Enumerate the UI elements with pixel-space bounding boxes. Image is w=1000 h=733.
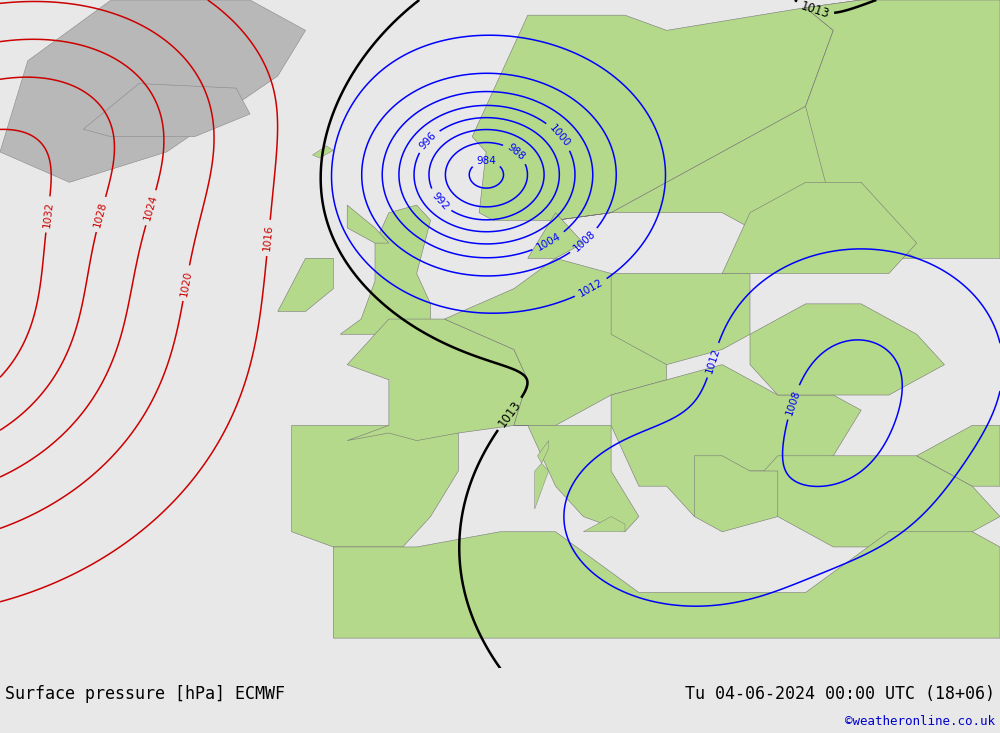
Text: 984: 984 (476, 156, 496, 166)
Polygon shape (444, 258, 667, 425)
Text: 1013: 1013 (798, 0, 831, 21)
Polygon shape (611, 364, 861, 517)
Polygon shape (278, 258, 333, 312)
Polygon shape (292, 425, 458, 547)
Text: 1020: 1020 (179, 269, 193, 297)
Text: 1004: 1004 (535, 231, 563, 253)
Polygon shape (347, 205, 389, 243)
Polygon shape (528, 213, 583, 258)
Text: 1012: 1012 (704, 346, 722, 375)
Polygon shape (340, 205, 431, 334)
Polygon shape (917, 425, 1000, 486)
Polygon shape (750, 456, 1000, 547)
Text: Tu 04-06-2024 00:00 UTC (18+06): Tu 04-06-2024 00:00 UTC (18+06) (685, 685, 995, 703)
Polygon shape (722, 183, 917, 273)
Text: 1013: 1013 (496, 398, 524, 430)
Polygon shape (472, 7, 833, 221)
Polygon shape (538, 441, 549, 463)
Polygon shape (347, 319, 528, 441)
Polygon shape (583, 517, 625, 531)
Polygon shape (806, 0, 1000, 258)
Polygon shape (611, 273, 750, 364)
Polygon shape (312, 146, 333, 158)
Polygon shape (0, 0, 306, 183)
Polygon shape (535, 463, 549, 509)
Text: 1028: 1028 (93, 200, 109, 229)
Polygon shape (83, 84, 250, 137)
Text: 992: 992 (429, 191, 450, 212)
Polygon shape (694, 456, 778, 531)
Text: ©weatheronline.co.uk: ©weatheronline.co.uk (845, 715, 995, 728)
Text: 1032: 1032 (41, 201, 54, 228)
Text: 996: 996 (418, 130, 439, 152)
Text: 1016: 1016 (262, 224, 275, 251)
Polygon shape (556, 0, 1000, 258)
Polygon shape (750, 304, 944, 395)
Polygon shape (514, 425, 639, 531)
Text: Surface pressure [hPa] ECMWF: Surface pressure [hPa] ECMWF (5, 685, 285, 703)
Text: 1012: 1012 (577, 277, 605, 299)
Text: 1008: 1008 (571, 229, 598, 254)
Text: 1024: 1024 (142, 194, 159, 222)
Text: 1008: 1008 (784, 388, 802, 416)
Polygon shape (333, 531, 1000, 638)
Text: 988: 988 (505, 142, 527, 163)
Text: 1000: 1000 (547, 122, 572, 149)
